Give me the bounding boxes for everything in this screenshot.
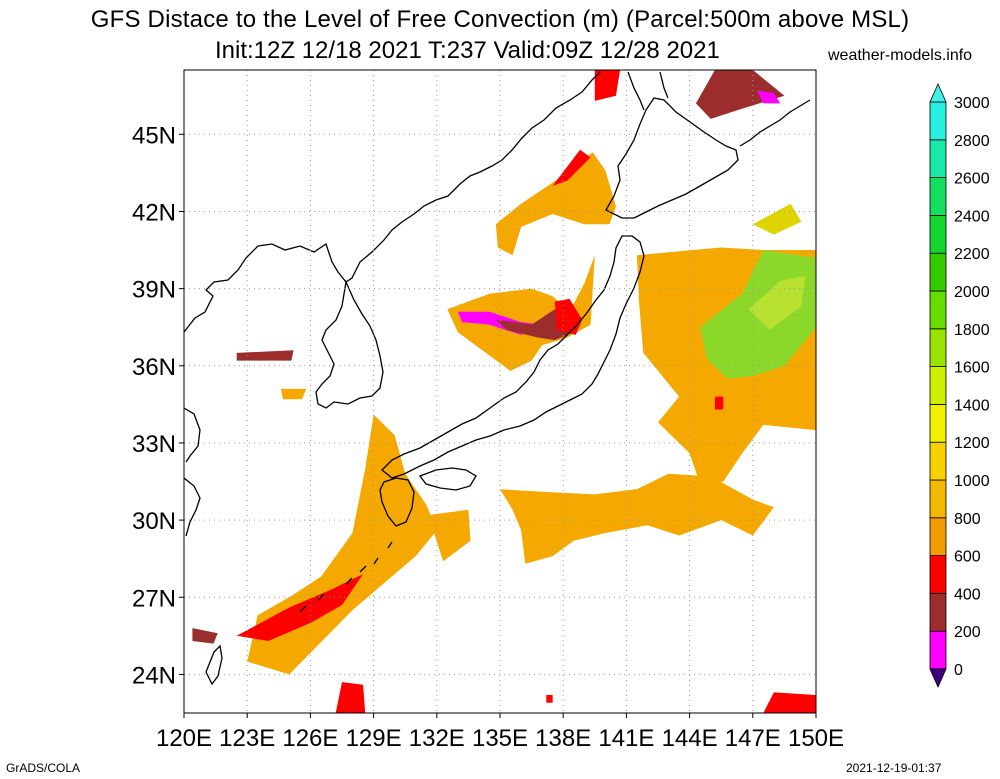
lon-tick-label: 120E (156, 725, 212, 752)
coastline-layer (184, 71, 811, 686)
lat-tick-label: 36N (132, 354, 176, 381)
colorbar-label: 2400 (954, 208, 990, 225)
coastline-hokkaido (605, 97, 739, 219)
coastline-china-east (184, 407, 201, 537)
colorbar-segment (929, 517, 947, 556)
field-hokkaido-west-orange (495, 152, 616, 256)
coastline-ryukyu (299, 541, 393, 613)
field-sea-of-japan-orange (447, 255, 595, 371)
colorbar-label: 1800 (954, 322, 990, 339)
colorbar-segment (929, 403, 947, 443)
colorbar-label: 1600 (954, 360, 990, 377)
coastline-asia-mainland (184, 71, 601, 333)
coastline-shikoku (418, 467, 477, 491)
colorbar-segment (929, 593, 947, 632)
colorbar-label: 2600 (954, 171, 990, 188)
field-central-south-orange (428, 509, 471, 562)
axis-labels: 120E 123E 126E 129E 132E 135E 138E 141E 144E 147E… (132, 122, 844, 752)
field-north-top-brown (695, 70, 785, 119)
field-ryukyu-red-band (236, 574, 364, 641)
lon-tick-label: 144E (662, 725, 718, 752)
colorbar-label: 0 (954, 662, 963, 679)
lon-tick-label: 132E (409, 725, 465, 752)
chart-subtitle: Init:12Z 12/18 2021 T:237 Valid:09Z 12/2… (215, 37, 720, 64)
coastline-sakhalin (627, 71, 669, 111)
colorbar-label: 2000 (954, 284, 990, 301)
field-pacific-yellow-northeast (752, 203, 802, 235)
colorbar-label: 1200 (954, 435, 990, 452)
field-pacific-light-green (748, 275, 806, 330)
coastline-taiwan (205, 644, 223, 686)
lon-tick-label: 141E (598, 725, 654, 752)
lon-tick-label: 138E (535, 725, 591, 752)
colorbar-segment (929, 290, 947, 330)
coastline-kurils (739, 99, 811, 147)
field-korea-strait-orange (280, 388, 307, 400)
field-north-top-magenta (757, 90, 781, 104)
colorbar-segment (929, 630, 947, 670)
lfc-field-layer (192, 70, 816, 713)
colorbar-segment (929, 139, 947, 179)
lat-tick-label: 27N (132, 585, 176, 612)
colorbar-label: 800 (954, 511, 981, 528)
footer-software: GrADS/COLA (6, 761, 81, 775)
colorbar-label: 600 (954, 549, 981, 566)
coastline-korea (315, 279, 384, 409)
colorbar-label: 2200 (954, 246, 990, 263)
lon-tick-label: 135E (472, 725, 528, 752)
colorbar-label: 3000 (954, 95, 990, 112)
source-site: weather-models.info (828, 47, 973, 64)
field-yellow-sea-brown (236, 350, 294, 361)
footer-timestamp: 2021-12-19-01:37 (846, 761, 942, 775)
colorbar-label: 1400 (954, 397, 990, 414)
lon-tick-label: 126E (282, 725, 338, 752)
lat-tick-label: 42N (132, 199, 176, 226)
coastline-kyushu (379, 477, 415, 527)
lat-tick-label: 45N (132, 122, 176, 149)
field-pacific-red-spot (714, 396, 724, 410)
colorbar-segment (929, 366, 947, 405)
colorbar-segment (929, 101, 947, 141)
lon-tick-label: 123E (219, 725, 275, 752)
field-subtropical-orange-band (500, 473, 774, 564)
colorbar-segment (929, 441, 947, 481)
colorbar-label: 2800 (954, 133, 990, 150)
field-sea-of-japan-brown (495, 309, 574, 341)
colorbar-segment (929, 177, 947, 216)
graticule (184, 70, 816, 713)
colorbar-label: 1000 (954, 473, 990, 490)
field-taiwan-brown (192, 628, 218, 644)
field-hokkaido-west-red (552, 149, 591, 186)
colorbar-legend: 0 200 400 600 800 1000 1200 1400 1600 1800 2000 220… (929, 83, 990, 688)
colorbar-segment (929, 555, 947, 594)
colorbar-label: 200 (954, 624, 981, 641)
colorbar-label: 400 (954, 586, 981, 603)
field-north-top-red (594, 70, 621, 101)
colorbar-segment (929, 328, 947, 367)
chart-title: GFS Distace to the Level of Free Convect… (90, 6, 910, 33)
field-mid-south-red-specks (546, 695, 553, 703)
lat-tick-label: 24N (132, 662, 176, 689)
colorbar-under-arrow (929, 668, 947, 688)
lat-tick-label: 39N (132, 277, 176, 304)
colorbar-segment (929, 252, 947, 292)
lon-tick-label: 147E (725, 725, 781, 752)
lat-tick-label: 30N (132, 508, 176, 535)
field-far-south-red (763, 692, 816, 713)
lat-tick-label: 33N (132, 431, 176, 458)
lon-tick-label: 129E (346, 725, 402, 752)
colorbar-over-arrow (929, 83, 947, 103)
coastline-honshu (381, 235, 645, 479)
lon-tick-label: 150E (788, 725, 844, 752)
colorbar-segment (929, 214, 947, 254)
field-south-red (335, 682, 366, 713)
colorbar-segment (929, 479, 947, 519)
